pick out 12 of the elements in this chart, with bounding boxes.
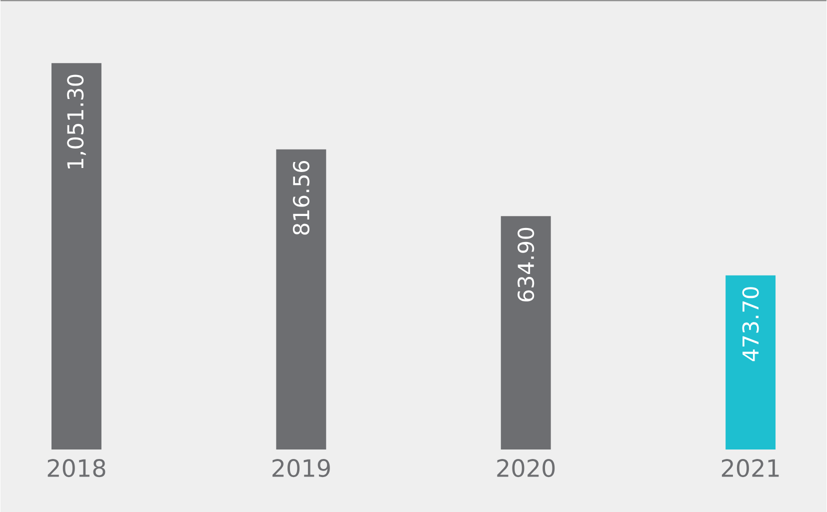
bar: [726, 275, 776, 450]
data-label: 634.90: [518, 228, 534, 302]
data-label: 816.56: [292, 160, 310, 234]
bar: [500, 216, 551, 450]
x-tick-label: 2018: [48, 458, 106, 477]
data-label: 473.70: [742, 286, 759, 361]
x-tick-label: 2019: [272, 458, 330, 477]
bar: [51, 62, 102, 450]
data-label: 1,051.30: [67, 74, 86, 168]
x-tick-label: 2021: [722, 458, 779, 477]
x-tick-label: 2020: [497, 458, 555, 477]
bar: [276, 149, 326, 450]
